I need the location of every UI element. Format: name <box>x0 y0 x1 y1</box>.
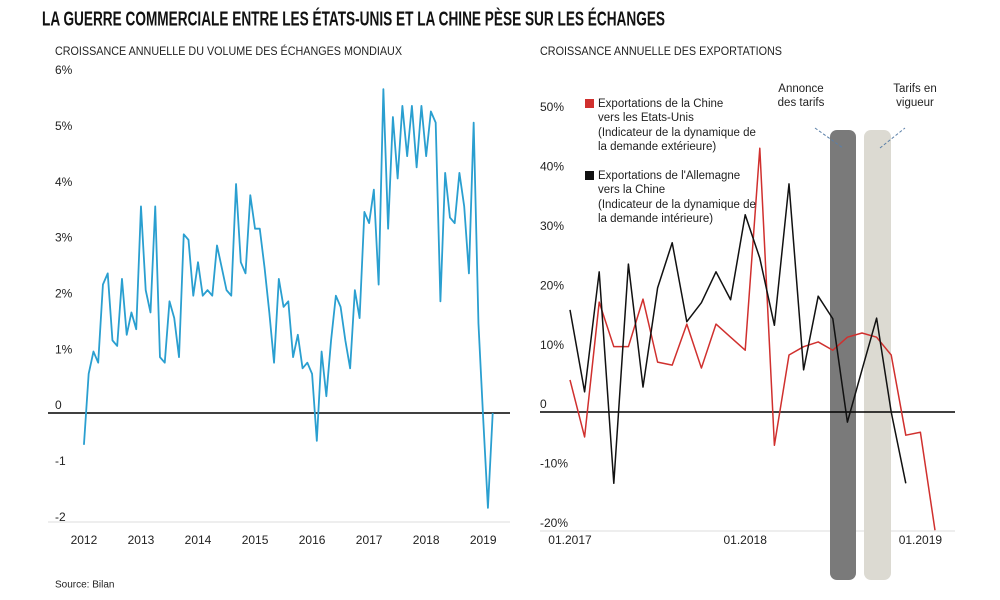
chart-title: CROISSANCE ANNUELLE DES EXPORTATIONS <box>540 44 782 58</box>
legend-note: (Indicateur de la dynamique de la demand… <box>598 127 756 153</box>
x-tick-label: 2017 <box>356 533 383 547</box>
chart-title: CROISSANCE ANNUELLE DU VOLUME DES ÉCHANG… <box>55 43 402 58</box>
x-tick-label: 2014 <box>185 533 212 547</box>
x-tick-label: 01.2017 <box>548 533 592 547</box>
x-tick-label: 2018 <box>413 533 440 547</box>
y-tick-label: 10% <box>540 338 564 352</box>
y-tick-label: 0 <box>540 397 547 411</box>
y-tick-label: -1 <box>55 454 66 468</box>
y-tick-label: 2% <box>55 286 73 300</box>
y-tick-label: 5% <box>55 119 73 133</box>
y-tick-label: -10% <box>540 457 568 471</box>
x-tick-label: 2012 <box>71 533 98 547</box>
y-tick-label: 20% <box>540 278 564 292</box>
data-line <box>83 88 494 509</box>
x-tick-label: 2019 <box>470 533 497 547</box>
legend-swatch <box>585 99 594 108</box>
y-tick-label: 50% <box>540 100 564 114</box>
x-tick-label: 2016 <box>299 533 326 547</box>
y-tick-label: 30% <box>540 219 564 233</box>
x-tick-label: 01.2019 <box>899 533 943 547</box>
source: Source: Bilan <box>55 580 114 591</box>
y-tick-label: -20% <box>540 516 568 530</box>
legend-note: (Indicateur de la dynamique de la demand… <box>598 199 756 225</box>
y-tick-label: 4% <box>55 175 73 189</box>
period-band <box>864 130 891 580</box>
period-band <box>830 130 856 580</box>
data-line <box>569 183 907 485</box>
legend-swatch <box>585 171 594 180</box>
data-line <box>569 147 936 531</box>
y-tick-label: 1% <box>55 342 73 356</box>
y-tick-label: 0 <box>55 398 62 412</box>
y-tick-label: 3% <box>55 231 73 245</box>
y-tick-label: -2 <box>55 510 66 524</box>
y-tick-label: 40% <box>540 160 564 174</box>
legend-label: Exportations de la Chine vers les Etats-… <box>598 98 724 124</box>
legend-label: Exportations de l'Allemagne vers la Chin… <box>598 170 741 196</box>
page-title: LA GUERRE COMMERCIALE ENTRE LES ÉTATS-UN… <box>42 7 665 30</box>
x-tick-label: 2015 <box>242 533 269 547</box>
annotation-line <box>879 127 906 149</box>
annotation: Annonce des tarifs <box>777 83 825 109</box>
x-tick-label: 2013 <box>128 533 155 547</box>
annotation-line <box>814 127 844 149</box>
y-tick-label: 6% <box>55 63 73 77</box>
x-tick-label: 01.2018 <box>724 533 768 547</box>
annotation: Tarifs en vigueur <box>893 83 937 109</box>
